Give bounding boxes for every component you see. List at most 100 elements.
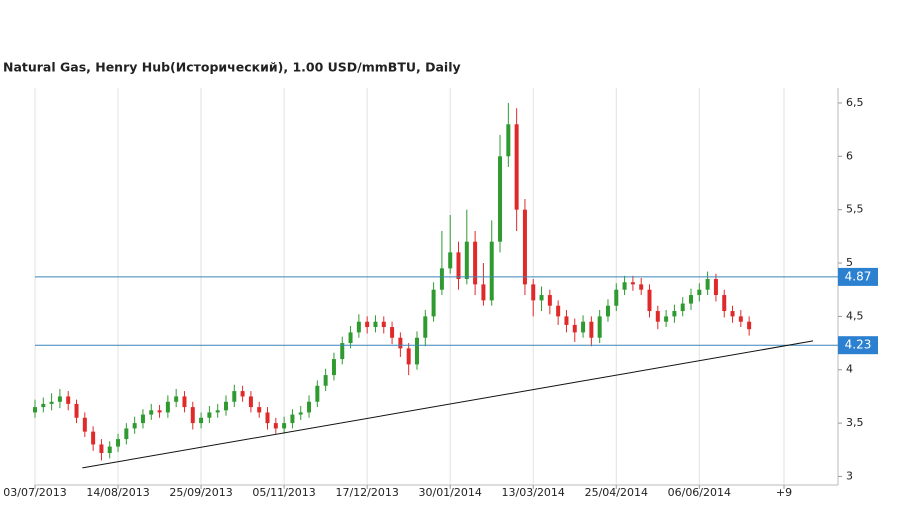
candle-body [207, 412, 212, 418]
candle-body [730, 311, 735, 317]
candle-body [290, 414, 295, 424]
candle-body [564, 316, 569, 325]
candle-body [248, 396, 253, 408]
candle-body [182, 396, 187, 408]
x-tick-label: 14/08/2013 [86, 486, 149, 499]
candle-body [689, 295, 694, 304]
x-tick-label: 17/12/2013 [335, 486, 398, 499]
y-tick-label: 4 [846, 363, 853, 376]
candle-body [514, 124, 519, 210]
candle-body [589, 321, 594, 338]
candle-body [232, 391, 237, 402]
candle-body [439, 268, 444, 290]
candle-body [365, 321, 370, 328]
candle-body [315, 385, 320, 402]
candle-body [331, 359, 336, 376]
candle-body [340, 343, 345, 360]
candle-body [406, 348, 411, 365]
y-tick-label: 3,5 [846, 416, 864, 429]
candle-body [41, 403, 46, 408]
candle-body [132, 423, 137, 429]
candle-body [697, 289, 702, 296]
candle-body [647, 289, 652, 312]
candle-body [456, 252, 461, 280]
candle-body [489, 241, 494, 301]
x-tick-label: 25/09/2013 [169, 486, 232, 499]
candle-body [622, 282, 627, 290]
y-tick-label: 6 [846, 149, 853, 162]
candle-body [99, 444, 104, 453]
chart-title: Natural Gas, Henry Hub(Исторический), 1.… [3, 60, 461, 75]
candle-body [522, 209, 527, 285]
level-label-box [838, 336, 878, 355]
candle-body [165, 401, 170, 413]
candle-body [174, 396, 179, 402]
candle-body [257, 407, 262, 413]
candle-body [713, 279, 718, 296]
x-tick-label: 25/04/2014 [585, 486, 648, 499]
candle-body [240, 391, 245, 397]
candle-body [630, 282, 635, 285]
candle-body [639, 284, 644, 290]
candle-body [581, 321, 586, 333]
candle-body [356, 321, 361, 333]
candle-body [107, 446, 112, 453]
candle-body [49, 401, 54, 404]
candle-body [215, 410, 220, 413]
candle-body [124, 428, 129, 440]
candle-body [431, 289, 436, 317]
candle-body [190, 407, 195, 424]
candle-body [273, 423, 278, 429]
y-tick-label: 4,5 [846, 309, 864, 322]
candle-body [481, 284, 486, 301]
trend-line [82, 340, 814, 469]
candle-body [390, 327, 395, 338]
candle-body [149, 410, 154, 415]
candle-body [398, 337, 403, 349]
y-tick-label: 5 [846, 256, 853, 269]
candle-body [655, 311, 660, 322]
candle-body [116, 439, 121, 447]
candle-body [298, 412, 303, 415]
x-tick-label: 05/11/2013 [252, 486, 315, 499]
y-tick-label: 6,5 [846, 96, 864, 109]
candle-body [323, 375, 328, 386]
candle-body [448, 252, 453, 269]
candle-body [307, 401, 312, 413]
candle-body [57, 396, 62, 402]
candle-body [664, 316, 669, 322]
candle-body [414, 337, 419, 365]
candle-body [738, 316, 743, 322]
candle-body [722, 295, 727, 312]
level-label: 4.87 [845, 269, 872, 283]
candle-body [547, 295, 552, 306]
candle-body [614, 289, 619, 306]
candle-body [91, 431, 96, 445]
candle-body [348, 332, 353, 344]
candle-body [539, 295, 544, 301]
candle-body [223, 401, 228, 411]
candle-body [157, 410, 162, 413]
candle-body [282, 423, 287, 429]
candle-body [498, 156, 503, 242]
candle-body [33, 407, 37, 413]
candle-body [423, 316, 428, 338]
level-label: 4.23 [845, 338, 872, 352]
candle-body [597, 316, 602, 338]
candle-body [140, 414, 145, 424]
x-tick-label: 30/01/2014 [418, 486, 481, 499]
y-tick-label: 5,5 [846, 203, 864, 216]
candle-body [680, 303, 685, 312]
candle-body [464, 241, 469, 280]
candle-body [605, 305, 610, 317]
candle-body [473, 241, 478, 285]
candle-body [572, 324, 577, 333]
candle-body [66, 396, 71, 404]
candle-body [747, 321, 752, 330]
candle-body [506, 124, 511, 157]
x-tick-label: 03/07/2013 [3, 486, 66, 499]
candle-body [265, 412, 270, 424]
candle-body [531, 284, 536, 301]
candle-body [381, 321, 386, 328]
